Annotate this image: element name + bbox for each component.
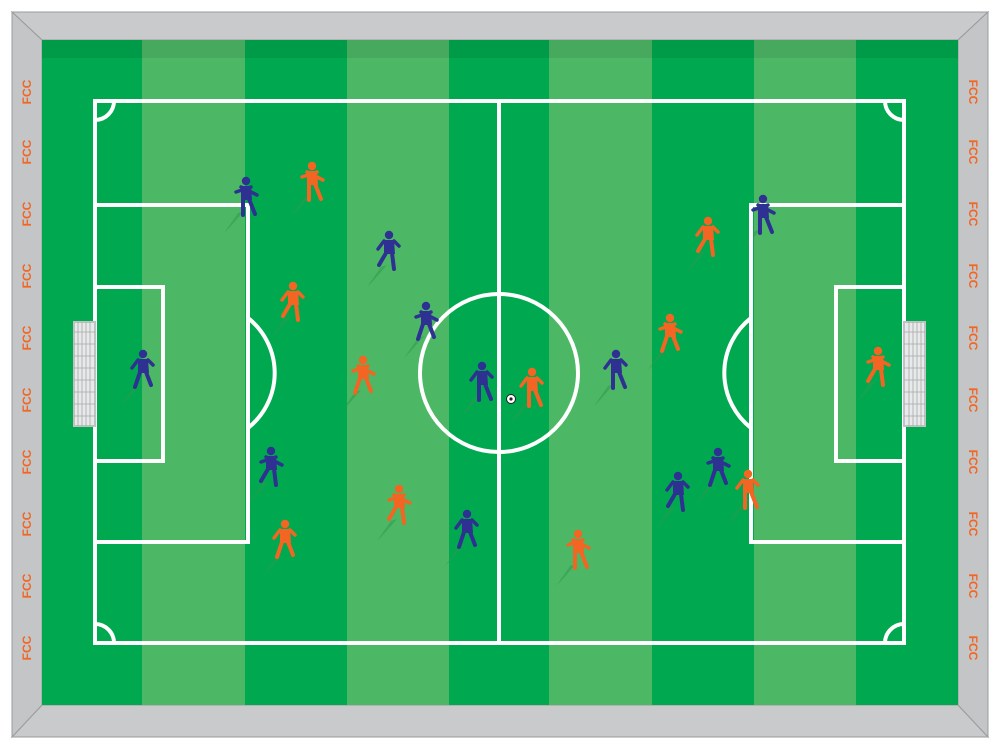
stand-top bbox=[10, 11, 990, 41]
top-shade bbox=[42, 40, 958, 58]
grass-stripe bbox=[652, 40, 754, 705]
penalty-arc-left bbox=[246, 316, 277, 430]
blue-player-midfielder-1 bbox=[414, 301, 439, 341]
stand-label-left: FCC bbox=[20, 79, 34, 104]
blue-player-winger-2 bbox=[603, 349, 628, 390]
stands bbox=[10, 10, 990, 739]
orange-player-forward-centre bbox=[695, 216, 720, 257]
grass-stripe bbox=[142, 40, 245, 705]
player-shadow bbox=[696, 482, 716, 504]
orange-player-defender-1 bbox=[280, 281, 305, 322]
grass-stripe bbox=[245, 40, 347, 705]
stand-label-right: FCC bbox=[966, 636, 980, 661]
orange-player-forward-1 bbox=[658, 313, 683, 353]
blue-player-defender-1 bbox=[234, 176, 259, 217]
players bbox=[130, 161, 891, 570]
corner-arc-top-right bbox=[883, 100, 905, 122]
stand-label-right: FCC bbox=[966, 450, 980, 475]
stand-label-left: FCC bbox=[20, 387, 34, 412]
penalty-arc-right bbox=[722, 316, 753, 430]
stand-right bbox=[957, 10, 989, 739]
orange-player-defender-2 bbox=[351, 355, 376, 395]
player-shadow bbox=[856, 381, 876, 403]
blue-player-forward-3 bbox=[665, 471, 690, 512]
stand-label-left: FCC bbox=[20, 263, 34, 288]
stand-left bbox=[11, 10, 43, 739]
centre-circle bbox=[418, 292, 580, 454]
player-shadow bbox=[594, 384, 614, 406]
goal-left bbox=[73, 321, 96, 427]
player-shadow bbox=[404, 336, 424, 358]
stand-labels: FCC FCC FCC FCC FCC FCC FCC FCC FCC FCC FCC FCC FCC F… bbox=[20, 79, 980, 660]
player-shadow bbox=[510, 402, 530, 424]
grass-stripe bbox=[549, 40, 652, 705]
orange-player-winger-1 bbox=[735, 469, 760, 510]
stand-label-right: FCC bbox=[966, 326, 980, 351]
player-shadow bbox=[460, 396, 480, 418]
player-shadow bbox=[726, 504, 746, 526]
stand-label-right: FCC bbox=[966, 202, 980, 227]
player-shadow bbox=[377, 519, 397, 541]
player-shadow bbox=[556, 564, 576, 586]
blue-player-forward-1 bbox=[454, 509, 479, 549]
player-shadow bbox=[656, 506, 676, 528]
orange-player-defender-3 bbox=[519, 367, 544, 408]
corner-arc-bottom-left bbox=[94, 622, 116, 644]
blue-player-winger-1 bbox=[706, 447, 731, 487]
orange-player-midfielder-2 bbox=[272, 519, 297, 559]
stand-label-right: FCC bbox=[966, 388, 980, 413]
grass-stripe bbox=[754, 40, 856, 705]
stand-label-left: FCC bbox=[20, 449, 34, 474]
player-shadow bbox=[224, 211, 244, 233]
corner-arc-top-left bbox=[94, 100, 116, 122]
stand-label-left: FCC bbox=[20, 139, 34, 164]
player-shadow bbox=[367, 265, 387, 287]
corner-arc-bottom-right bbox=[883, 622, 905, 644]
orange-player-midfielder-1 bbox=[387, 484, 412, 525]
blue-player-forward-2 bbox=[751, 194, 776, 235]
blue-player-defender-2 bbox=[376, 230, 401, 271]
player-shadow bbox=[271, 316, 291, 338]
player-shadow bbox=[686, 251, 706, 273]
stand-label-right: FCC bbox=[966, 574, 980, 599]
stand-bottom bbox=[10, 704, 990, 738]
player-shadow bbox=[648, 348, 668, 370]
stand-label-left: FCC bbox=[20, 201, 34, 226]
orange-player-midfielder-3 bbox=[566, 529, 591, 570]
player-shadow bbox=[249, 481, 269, 503]
blue-player-midfielder-2 bbox=[469, 361, 494, 402]
stand-label-right: FCC bbox=[966, 80, 980, 105]
blue-player-forward-centre bbox=[259, 446, 284, 487]
orange-player-winger-2 bbox=[866, 346, 891, 387]
player-shadow bbox=[263, 554, 283, 576]
stand-label-right: FCC bbox=[966, 264, 980, 289]
player-shadow bbox=[445, 544, 465, 566]
player-shadow bbox=[341, 390, 361, 412]
football bbox=[506, 394, 516, 404]
player-shadow bbox=[121, 384, 141, 406]
stand-label-left: FCC bbox=[20, 511, 34, 536]
blue-player-goalkeeper-left bbox=[130, 349, 155, 389]
orange-player-goalkeeper-right bbox=[300, 161, 325, 202]
stand-label-left: FCC bbox=[20, 635, 34, 660]
goal-right bbox=[903, 321, 926, 427]
stand-label-left: FCC bbox=[20, 573, 34, 598]
stand-label-right: FCC bbox=[966, 140, 980, 165]
stand-label-right: FCC bbox=[966, 512, 980, 537]
player-shadow bbox=[290, 196, 310, 218]
stand-label-left: FCC bbox=[20, 325, 34, 350]
